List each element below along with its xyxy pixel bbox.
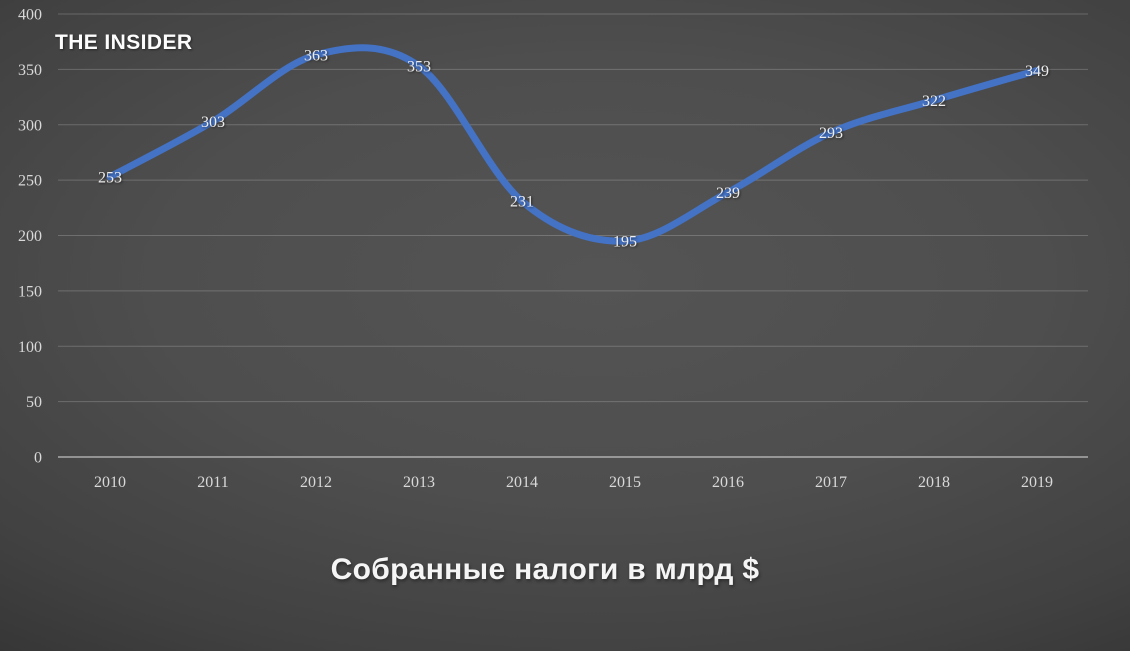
- x-tick-label: 2018: [918, 474, 950, 491]
- y-tick-label: 400: [18, 7, 42, 24]
- x-tick-label: 2013: [403, 474, 435, 491]
- data-label: 353: [407, 59, 431, 76]
- x-tick-label: 2014: [506, 474, 538, 491]
- data-label: 293: [819, 125, 843, 142]
- y-tick-label: 300: [18, 117, 42, 134]
- y-tick-label: 100: [18, 339, 42, 356]
- x-tick-label: 2011: [197, 474, 228, 491]
- y-tick-label: 50: [26, 394, 42, 411]
- y-tick-label: 0: [34, 450, 42, 467]
- data-label: 195: [613, 234, 637, 251]
- data-label: 349: [1025, 63, 1049, 80]
- logo-the-insider: THE INSIDER: [55, 31, 193, 54]
- y-tick-label: 200: [18, 228, 42, 245]
- x-tick-label: 2016: [712, 474, 744, 491]
- y-tick-label: 350: [18, 62, 42, 79]
- data-series-line: [106, 44, 1041, 245]
- chart-title: Собранные налоги в млрд $: [330, 553, 760, 586]
- y-tick-label: 150: [18, 283, 42, 300]
- data-label: 303: [201, 114, 225, 131]
- x-tick-label: 2015: [609, 474, 641, 491]
- x-tick-label: 2017: [815, 474, 847, 491]
- data-label: 231: [510, 194, 534, 211]
- data-label: 239: [716, 185, 740, 202]
- data-label: 253: [98, 169, 122, 186]
- x-tick-label: 2019: [1021, 474, 1053, 491]
- x-tick-label: 2012: [300, 474, 332, 491]
- x-tick-label: 2010: [94, 474, 126, 491]
- data-label: 322: [922, 93, 946, 110]
- y-tick-label: 250: [18, 173, 42, 190]
- data-label: 363: [304, 47, 328, 64]
